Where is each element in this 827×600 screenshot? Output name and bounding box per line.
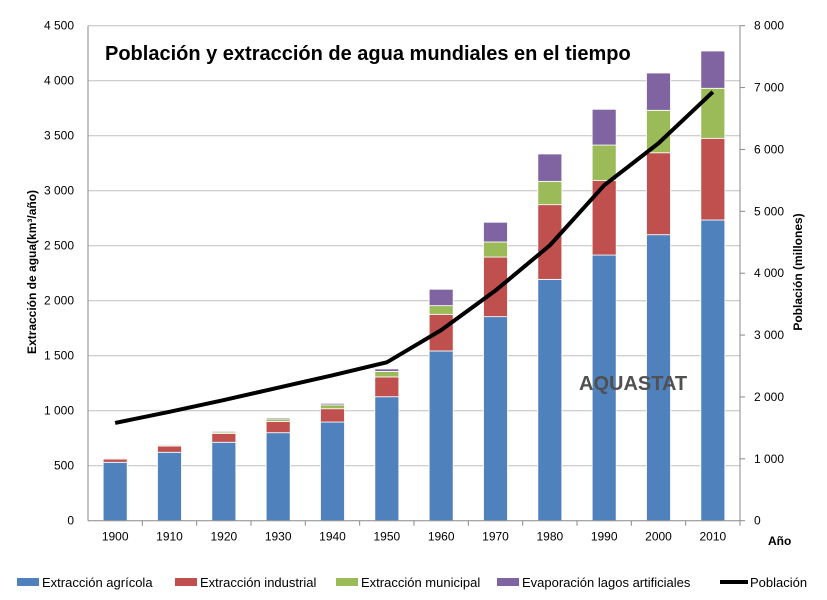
- x-tick-label: 1930: [265, 530, 292, 544]
- x-tick-label: 1920: [210, 530, 237, 544]
- y2-tick-label: 0: [754, 514, 761, 528]
- y2-tick-label: 6 000: [754, 142, 784, 156]
- legend-label: Población: [750, 575, 807, 590]
- bar-extracción-agrícola: [700, 219, 726, 522]
- x-tick-label: 1900: [102, 530, 129, 544]
- y-tick-label: 4 500: [44, 19, 74, 33]
- bar-extracción-industrial: [700, 137, 726, 221]
- bar-extracción-municipal: [428, 305, 454, 315]
- legend-label: Extracción municipal: [361, 575, 480, 590]
- y-tick-label: 2 000: [44, 294, 74, 308]
- bar-extracción-industrial: [483, 256, 508, 318]
- bar-extracción-municipal: [646, 109, 671, 154]
- bar-evaporación-lagos-artificiales: [320, 402, 345, 406]
- y-tick-label: 500: [54, 459, 74, 473]
- y2-tick-label: 4 000: [754, 266, 784, 280]
- y2-axis-label: Población (millones): [791, 213, 805, 330]
- x-tick-label: 2000: [645, 530, 672, 544]
- y-tick-label: 3 000: [44, 184, 74, 198]
- bar-extracción-agrícola: [428, 350, 454, 522]
- legend-swatch: [336, 578, 358, 586]
- y-tick-label: 3 500: [44, 129, 74, 143]
- bar-extracción-municipal: [320, 404, 345, 410]
- legend-swatch: [17, 578, 39, 586]
- population-line: [114, 90, 715, 425]
- bar-evaporación-lagos-artificiales: [428, 288, 454, 307]
- bar-extracción-industrial: [374, 376, 400, 398]
- x-tick-label: 1960: [428, 530, 455, 544]
- bar-extracción-industrial: [591, 179, 617, 256]
- x-tick-label: 1940: [319, 530, 346, 544]
- bar-extracción-agrícola: [374, 396, 400, 522]
- x-tick-label: 1910: [156, 530, 183, 544]
- bar-extracción-agrícola: [483, 316, 508, 522]
- legend-label: Extracción industrial: [200, 575, 316, 590]
- bar-evaporación-lagos-artificiales: [374, 368, 400, 372]
- bar-extracción-agrícola: [157, 451, 182, 522]
- bar-extracción-agrícola: [537, 278, 563, 522]
- y2-tick-label: 7 000: [754, 81, 784, 95]
- bar-evaporación-lagos-artificiales: [265, 417, 291, 420]
- watermark: AQUASTAT: [579, 373, 687, 395]
- x-tick-label: 2010: [699, 530, 726, 544]
- bar-extracción-industrial: [102, 458, 128, 463]
- bar-extracción-agrícola: [211, 441, 237, 522]
- y-tick-label: 4 000: [44, 74, 74, 88]
- bar-extracción-agrícola: [265, 432, 291, 522]
- y2-tick-label: 5 000: [754, 204, 784, 218]
- y-tick-label: 1 000: [44, 404, 74, 418]
- y-tick-label: 2 500: [44, 239, 74, 253]
- bar-extracción-industrial: [157, 445, 182, 453]
- bar-extracción-agrícola: [320, 421, 345, 522]
- bar-extracción-agrícola: [591, 254, 617, 522]
- bar-extracción-industrial: [428, 313, 454, 352]
- y2-tick-label: 3 000: [754, 328, 784, 342]
- legend-swatch: [175, 578, 197, 586]
- x-tick-label: 1950: [373, 530, 400, 544]
- bar-extracción-municipal: [537, 180, 563, 206]
- bar-extracción-agrícola: [102, 461, 128, 522]
- bar-evaporación-lagos-artificiales: [646, 72, 671, 111]
- bar-evaporación-lagos-artificiales: [537, 153, 563, 182]
- bar-extracción-industrial: [265, 420, 291, 434]
- legend: Extracción agrícola Extracción industrial…: [17, 575, 807, 590]
- legend-swatch: [497, 578, 519, 586]
- bar-evaporación-lagos-artificiales: [700, 50, 726, 89]
- y2-tick-label: 1 000: [754, 452, 784, 466]
- chart-title: Población y extracción de agua mundiales…: [105, 43, 631, 65]
- bar-evaporación-lagos-artificiales: [102, 456, 128, 459]
- bar-extracción-agrícola: [646, 234, 671, 522]
- bar-extracción-industrial: [646, 152, 671, 236]
- x-tick-label: 1980: [536, 530, 563, 544]
- bar-extracción-industrial: [537, 204, 563, 280]
- y2-tick-label: 2 000: [754, 390, 784, 404]
- bar-extracción-industrial: [320, 408, 345, 423]
- bar-extracción-municipal: [591, 144, 617, 181]
- x-tick-label: 1990: [591, 530, 618, 544]
- bar-extracción-industrial: [211, 432, 237, 443]
- bar-evaporación-lagos-artificiales: [591, 108, 617, 146]
- bar-extracción-municipal: [374, 371, 400, 378]
- legend-label: Evaporación lagos artificiales: [522, 575, 691, 590]
- bar-extracción-municipal: [483, 241, 508, 258]
- legend-label: Extracción agrícola: [42, 575, 153, 590]
- x-tick-label: 1970: [482, 530, 509, 544]
- y-tick-label: 1 500: [44, 349, 74, 363]
- bar-evaporación-lagos-artificiales: [157, 443, 182, 446]
- x-axis-label: Año: [768, 534, 791, 548]
- bar-evaporación-lagos-artificiales: [211, 430, 237, 433]
- y2-tick-label: 8 000: [754, 19, 784, 33]
- y-tick-label: 0: [67, 514, 74, 528]
- bar-extracción-municipal: [700, 87, 726, 139]
- bar-evaporación-lagos-artificiales: [483, 221, 508, 243]
- y-axis-label: Extracción de agua(km³/año): [25, 190, 39, 354]
